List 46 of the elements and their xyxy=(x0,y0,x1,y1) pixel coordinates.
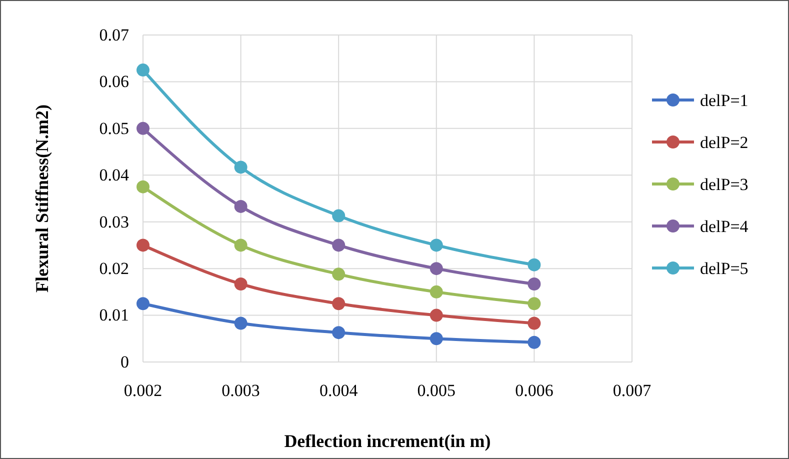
point xyxy=(528,297,541,310)
point xyxy=(234,160,248,174)
x-tick-label: 0.005 xyxy=(417,381,456,400)
point xyxy=(528,258,541,272)
point xyxy=(234,316,248,330)
y-tick-label: 0.01 xyxy=(99,306,129,325)
point xyxy=(430,332,443,346)
x-tick-label: 0.002 xyxy=(124,381,162,400)
point xyxy=(430,308,443,322)
point xyxy=(430,238,443,252)
legend-label: delP=3 xyxy=(700,175,748,194)
point xyxy=(136,64,150,77)
x-tick-label: 0.006 xyxy=(515,381,554,400)
point xyxy=(332,297,346,310)
x-tick-label: 0.003 xyxy=(222,381,260,400)
legend-label: delP=5 xyxy=(700,259,748,278)
point xyxy=(234,238,248,252)
y-axis-title: Flexural Stiffness(N.m2) xyxy=(32,104,52,292)
point xyxy=(332,268,346,281)
point xyxy=(528,316,541,330)
point xyxy=(332,209,346,222)
point xyxy=(136,122,150,135)
x-tick-label: 0.007 xyxy=(612,381,652,400)
point xyxy=(528,336,541,349)
y-tick-label: 0.05 xyxy=(99,118,129,138)
y-tick-label: 0.03 xyxy=(99,212,129,232)
legend-label: delP=4 xyxy=(700,217,749,236)
point xyxy=(430,285,443,298)
point xyxy=(528,277,541,290)
point xyxy=(136,238,150,252)
point xyxy=(136,297,150,310)
point xyxy=(234,200,248,213)
y-tick-label: 0.07 xyxy=(99,25,130,44)
point xyxy=(136,180,150,194)
y-tick-label: 0.04 xyxy=(99,166,130,185)
y-tick-label: 0.02 xyxy=(99,259,129,278)
x-axis-title: Deflection increment(in m) xyxy=(284,431,491,451)
legend-label: delP=2 xyxy=(700,133,748,152)
point xyxy=(430,262,443,276)
point xyxy=(332,326,346,340)
x-tick-label: 0.004 xyxy=(319,381,358,400)
point xyxy=(332,238,346,252)
legend-label: delP=1 xyxy=(700,91,748,110)
point xyxy=(234,277,248,290)
y-tick-label: 0.06 xyxy=(99,72,129,92)
y-tick-label: 0 xyxy=(120,352,129,372)
